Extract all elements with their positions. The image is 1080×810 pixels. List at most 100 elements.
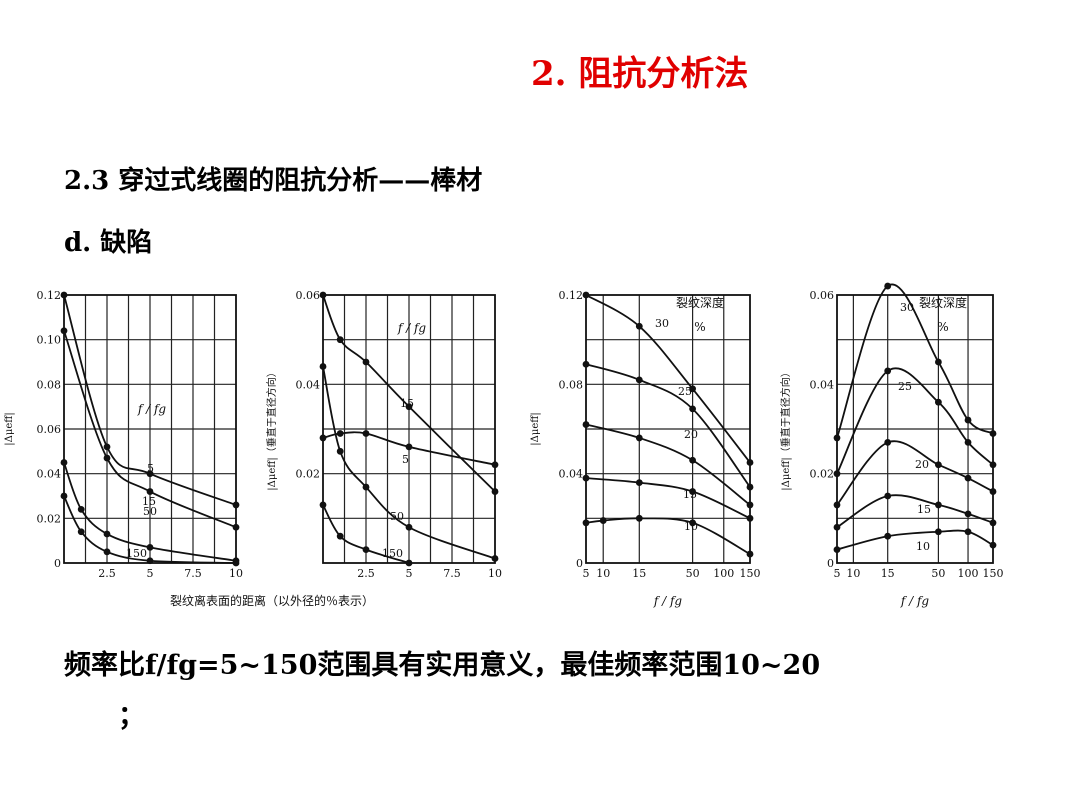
x-axis-label: 裂纹离表面的距离（以外径的％表示） [170, 593, 374, 608]
data-point [103, 454, 111, 462]
data-point [884, 492, 892, 500]
y-axis-label: |Δμeff| [530, 412, 541, 445]
data-point [989, 461, 997, 469]
data-point [964, 416, 972, 424]
y-tick-label: 0.02 [810, 468, 835, 481]
y-tick-label: 0 [54, 557, 61, 570]
y-tick-label: 0.06 [810, 289, 835, 302]
data-point [935, 461, 942, 469]
legend-unit: % [694, 320, 705, 334]
y-tick-label: 0.12 [37, 289, 62, 302]
data-point [336, 532, 344, 540]
annotation: f / fg [397, 321, 427, 335]
data-point [935, 501, 942, 509]
data-point [491, 555, 499, 562]
data-point [582, 360, 590, 368]
y-tick-label: 0.04 [810, 378, 835, 391]
data-point [884, 282, 892, 290]
data-point [989, 519, 997, 527]
y-tick-label: 0 [827, 557, 834, 570]
series-line-20 [585, 423, 751, 506]
x-tick-label: 15 [881, 567, 895, 580]
y-tick-label: 0.02 [37, 512, 62, 525]
data-point [746, 514, 754, 522]
series-label-50: 50 [390, 510, 404, 523]
x-tick-label: 100 [958, 567, 979, 580]
data-point [232, 523, 240, 531]
series-label-20: 20 [684, 428, 698, 441]
legend-title: 裂纹深度 [676, 295, 724, 310]
y-tick-label: 0.08 [37, 378, 62, 391]
series-label-150: 150 [126, 547, 147, 560]
x-tick-label: 15 [632, 567, 646, 580]
data-point [746, 501, 754, 509]
data-point [103, 530, 111, 538]
data-point [689, 456, 696, 464]
series-label-15: 15 [683, 488, 697, 501]
data-point [689, 488, 696, 495]
y-tick-label: 0.04 [559, 468, 584, 481]
series-line-25 [585, 363, 751, 488]
series-label-15: 15 [400, 397, 414, 410]
y-axis-label: |Δμeff|（垂直于直径方向） [779, 367, 792, 490]
data-point [146, 543, 154, 551]
y-tick-label: 0.04 [37, 468, 62, 481]
x-tick-label: 100 [713, 567, 734, 580]
data-point [746, 550, 754, 558]
y-tick-label: 0.10 [37, 334, 62, 347]
data-point [935, 398, 942, 406]
data-point [884, 439, 892, 446]
data-point [77, 506, 85, 513]
summary-end: ； [118, 701, 145, 732]
data-point [989, 430, 997, 437]
data-point [833, 546, 841, 553]
data-point [989, 541, 997, 549]
series-label-15: 15 [917, 503, 931, 516]
data-point [405, 559, 413, 567]
chart-3: 0 0.04 0.08 0.12 5 10 15 50 100 150 |Δμeff| f / fg 裂… [530, 289, 761, 608]
x-tick-label: 150 [740, 567, 761, 580]
series-label-30: 30 [655, 317, 669, 330]
y-tick-label: 0.06 [296, 289, 321, 302]
x-tick-label: 50 [686, 567, 700, 580]
data-point [103, 548, 111, 556]
x-tick-label: 10 [229, 567, 243, 580]
series-label-15: 15 [142, 495, 156, 508]
data-point [935, 528, 942, 536]
x-tick-label: 50 [931, 567, 945, 580]
data-point [362, 430, 370, 437]
y-axis-label: |Δμeff| [4, 412, 15, 445]
data-point [582, 291, 590, 299]
series-label-20: 20 [915, 458, 929, 471]
x-axis-label: f / fg [900, 594, 930, 608]
data-point [232, 559, 240, 567]
section-subtitle: 2.3 穿过式线圈的阻抗分析——棒材 [64, 166, 483, 196]
data-point [833, 501, 841, 509]
slide-title: 2. 阻抗分析法 [531, 54, 749, 94]
y-tick-label: 0 [576, 557, 583, 570]
y-tick-label: 0.06 [37, 423, 62, 436]
data-point [60, 327, 68, 335]
x-tick-label: 2.5 [357, 567, 375, 580]
y-tick-label: 0.04 [296, 378, 321, 391]
x-tick-label: 5 [147, 567, 154, 580]
series-label-10: 10 [916, 540, 930, 553]
x-tick-label: 5 [406, 567, 413, 580]
data-point [405, 443, 413, 451]
series-line-5 [63, 294, 237, 506]
data-point [935, 358, 942, 366]
series-line-10 [585, 517, 751, 555]
x-tick-label: 150 [983, 567, 1004, 580]
chart-1: 0 0.02 0.04 0.06 0.08 0.10 0.12 2.5 5 7.5 10 |Δμeff… [4, 289, 374, 608]
x-tick-label: 7.5 [443, 567, 461, 580]
chart-2: 0.02 0.04 0.06 2.5 5 7.5 10 |Δμeff|（垂直于直径方向） f /… [265, 289, 502, 580]
chart-figure: 0 0.02 0.04 0.06 0.08 0.10 0.12 2.5 5 7.5 10 |Δμeff… [4, 282, 1004, 608]
data-point [964, 474, 972, 482]
data-point [319, 501, 327, 509]
series-line-15 [63, 330, 237, 529]
data-point [746, 483, 754, 491]
item-heading: d. 缺陷 [64, 228, 153, 258]
data-point [689, 519, 696, 527]
legend-unit: % [937, 320, 948, 334]
data-point [362, 546, 370, 553]
